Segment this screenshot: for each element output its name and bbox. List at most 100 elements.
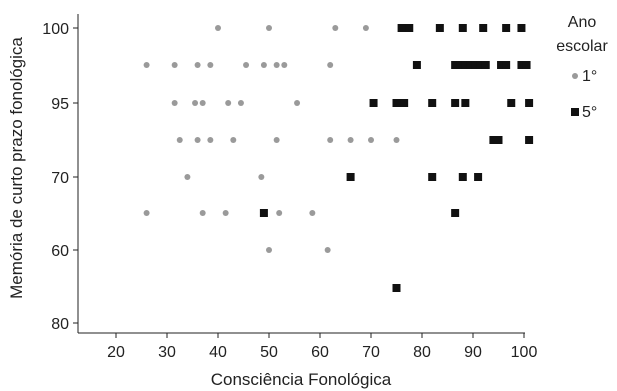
data-point (369, 99, 378, 107)
data-point (199, 210, 206, 216)
data-point (435, 24, 444, 32)
data-point (294, 100, 301, 106)
x-tick-label: 30 (158, 344, 176, 361)
y-tick-label: 60 (51, 243, 69, 260)
data-point (476, 61, 485, 69)
data-point (522, 61, 531, 69)
data-point (451, 99, 460, 107)
x-tick-label: 60 (311, 344, 329, 361)
x-tick-label: 70 (362, 344, 380, 361)
x-tick-label: 20 (107, 344, 125, 361)
data-point (207, 137, 214, 143)
y-tick-label: 80 (51, 316, 69, 333)
data-point (517, 61, 526, 69)
legend-marker-circle (572, 73, 578, 79)
y-tick-label: 95 (51, 96, 69, 113)
data-point (405, 24, 414, 32)
data-point (176, 137, 183, 143)
data-point (192, 100, 199, 106)
data-point (451, 209, 460, 217)
data-point (474, 173, 483, 181)
x-tick-label: 80 (413, 344, 431, 361)
data-point (327, 137, 334, 143)
data-point (525, 136, 534, 144)
data-point (451, 61, 460, 69)
data-point (502, 61, 511, 69)
data-point (479, 24, 488, 32)
data-point (392, 99, 401, 107)
data-point (276, 210, 283, 216)
data-point (397, 24, 406, 32)
x-tick-label: 90 (464, 344, 482, 361)
axes: 20 30 40 50 60 70 80 90 100 100 95 70 60 80 Consciênci… (7, 14, 537, 389)
data-point (171, 100, 178, 106)
plot-area (143, 24, 534, 292)
data-point (461, 99, 470, 107)
y-tick-label: 70 (51, 170, 69, 187)
data-point (171, 62, 178, 68)
data-point (222, 210, 229, 216)
legend-label: 5° (582, 104, 597, 121)
legend-title-line1: Ano (568, 14, 597, 31)
legend: Ano escolar 1° 5° (556, 14, 608, 121)
data-point (481, 61, 490, 69)
data-point (273, 137, 280, 143)
data-point (471, 61, 480, 69)
data-point (281, 62, 288, 68)
data-point (400, 99, 409, 107)
data-point (237, 100, 244, 106)
data-point (273, 62, 280, 68)
data-point (517, 24, 526, 32)
data-point (461, 61, 470, 69)
data-point (489, 136, 498, 144)
x-tick-label: 40 (209, 344, 227, 361)
data-point (266, 25, 272, 31)
data-point (494, 136, 503, 144)
data-point (332, 25, 339, 31)
x-tick-label: 50 (260, 344, 278, 361)
data-point (194, 62, 201, 68)
data-point (199, 100, 206, 106)
y-axis-title: Memória de curto prazo fonológica (7, 37, 26, 299)
data-point (143, 210, 150, 216)
series-2 (259, 24, 534, 292)
data-point (393, 137, 400, 143)
data-point (428, 173, 437, 181)
data-point (259, 209, 268, 217)
data-point (466, 61, 475, 69)
data-point (225, 100, 232, 106)
data-point (428, 99, 437, 107)
data-point (184, 174, 191, 180)
data-point (525, 99, 534, 107)
y-tick-label: 100 (42, 21, 69, 38)
data-point (324, 247, 331, 253)
data-point (456, 61, 465, 69)
data-point (309, 210, 316, 216)
data-point (497, 61, 506, 69)
data-point (260, 62, 267, 68)
data-point (327, 62, 334, 68)
data-point (347, 137, 354, 143)
data-point (458, 24, 467, 32)
data-point (230, 137, 237, 143)
data-point (143, 62, 150, 68)
data-point (194, 137, 201, 143)
data-point (392, 284, 401, 292)
data-point (507, 99, 516, 107)
data-point (346, 173, 355, 181)
data-point (412, 61, 421, 69)
data-point (215, 25, 221, 31)
legend-label: 1° (582, 68, 597, 85)
data-point (368, 137, 374, 143)
legend-marker-square (571, 108, 579, 116)
x-tick-label: 100 (511, 344, 538, 361)
data-point (207, 62, 214, 68)
series-1 (143, 25, 400, 253)
data-point (362, 25, 369, 31)
data-point (266, 247, 272, 253)
x-axis-title: Consciência Fonológica (211, 370, 392, 389)
data-point (258, 174, 265, 180)
data-point (243, 62, 250, 68)
data-point (458, 173, 467, 181)
